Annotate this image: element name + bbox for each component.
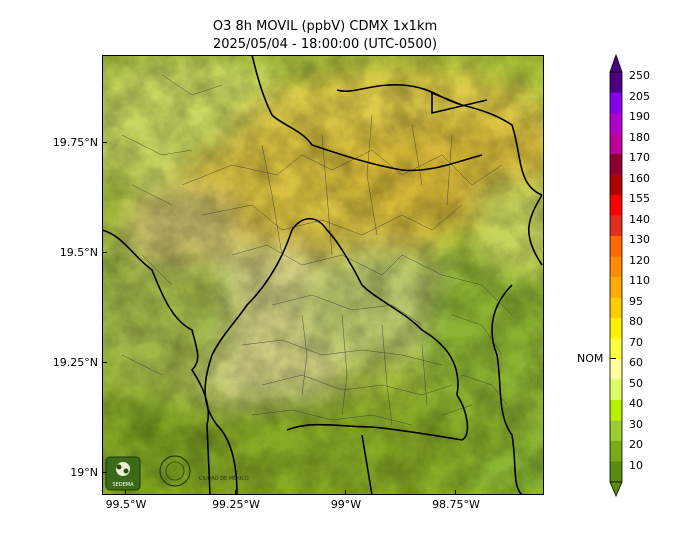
colorbar-segment xyxy=(610,113,622,134)
colorbar-segment xyxy=(610,92,622,114)
lon-tick xyxy=(235,490,236,495)
colorbar-tick-label: 190 xyxy=(629,110,650,123)
colorbar-tick-label: 130 xyxy=(629,233,650,246)
lat-label: 19°N xyxy=(70,466,98,479)
colorbar-segment xyxy=(610,133,622,155)
colorbar-tick-label: 70 xyxy=(629,335,643,349)
lon-label: 99.5°W xyxy=(105,498,147,511)
map-frame xyxy=(102,55,544,495)
colorbar-segment xyxy=(610,236,622,257)
municipal-boundaries xyxy=(121,74,513,426)
colorbar-tick-label: 110 xyxy=(629,274,650,287)
colorbar-tick-label: 80 xyxy=(629,315,643,328)
lon-tick xyxy=(455,490,456,495)
colorbar-segment xyxy=(610,379,622,401)
colorbar-segment xyxy=(610,359,622,380)
colorbar-segment xyxy=(610,420,622,442)
colorbar-extend-bottom xyxy=(609,481,623,498)
colorbar-tick-label: 60 xyxy=(629,356,643,369)
colorbar-tick-label: 120 xyxy=(629,253,650,267)
colorbar-tick-label: 20 xyxy=(629,438,643,451)
colorbar-segment xyxy=(610,277,622,298)
colorbar-extend-top xyxy=(609,53,623,73)
colorbar-segment xyxy=(610,154,622,175)
colorbar-tick-label: 250 xyxy=(629,69,650,82)
colorbar-segment xyxy=(610,400,622,421)
colorbar-tick-label: 180 xyxy=(629,130,650,144)
cdmx-logo: CIUDAD DE MÉXICO xyxy=(159,455,249,487)
colorbar-segment xyxy=(610,215,622,237)
nom-label: NOM xyxy=(577,352,604,365)
colorbar-tick-label: 205 xyxy=(629,89,650,103)
lon-label: 98.75°W xyxy=(432,498,480,511)
colorbar-tick-label: 155 xyxy=(629,192,650,205)
colorbar-segment xyxy=(610,441,622,462)
lon-tick xyxy=(345,490,346,495)
sedema-logo-text: SEDEMA xyxy=(112,482,134,488)
colorbar-segment xyxy=(610,338,622,360)
sedema-logo: SEDEMA xyxy=(105,456,141,491)
lat-tick xyxy=(102,252,107,253)
state-boundary xyxy=(102,55,543,495)
lon-label: 99°W xyxy=(330,498,362,511)
colorbar-segment xyxy=(610,318,622,339)
colorbar-tick-label: 160 xyxy=(629,171,650,185)
colorbar xyxy=(609,53,623,498)
lon-label: 99.25°W xyxy=(212,498,260,511)
lat-label: 19.25°N xyxy=(52,356,98,369)
colorbar-segment xyxy=(610,195,622,216)
colorbar-segment xyxy=(610,297,622,319)
lat-tick xyxy=(102,362,107,363)
lat-tick xyxy=(102,472,107,473)
colorbar-tick-label: 170 xyxy=(629,151,650,164)
colorbar-tick-label: 140 xyxy=(629,212,650,226)
colorbar-tick-label: 95 xyxy=(629,294,643,308)
lon-tick xyxy=(125,490,126,495)
lat-tick xyxy=(102,142,107,143)
colorbar-segment xyxy=(610,461,622,483)
colorbar-segment xyxy=(610,72,622,93)
colorbar-segment xyxy=(610,256,622,278)
colorbar-tick-label: 30 xyxy=(629,417,643,431)
ozone-map: SEDEMA CIUDAD DE MÉXICO xyxy=(102,55,544,495)
terrain-shade xyxy=(102,55,544,495)
nom-tick xyxy=(610,358,616,359)
colorbar-segment xyxy=(610,174,622,196)
lat-label: 19.75°N xyxy=(52,136,98,149)
colorbar-tick-label: 50 xyxy=(629,376,643,390)
lat-label: 19.5°N xyxy=(59,246,98,259)
map-title: O3 8h MOVIL (ppbV) CDMX 1x1km xyxy=(212,19,438,34)
colorbar-tick-label: 10 xyxy=(629,458,643,472)
cdmx-logo-text: CIUDAD DE MÉXICO xyxy=(199,474,249,482)
colorbar-tick-label: 40 xyxy=(629,397,643,410)
map-timestamp: 2025/05/04 - 18:00:00 (UTC-0500) xyxy=(212,37,438,52)
